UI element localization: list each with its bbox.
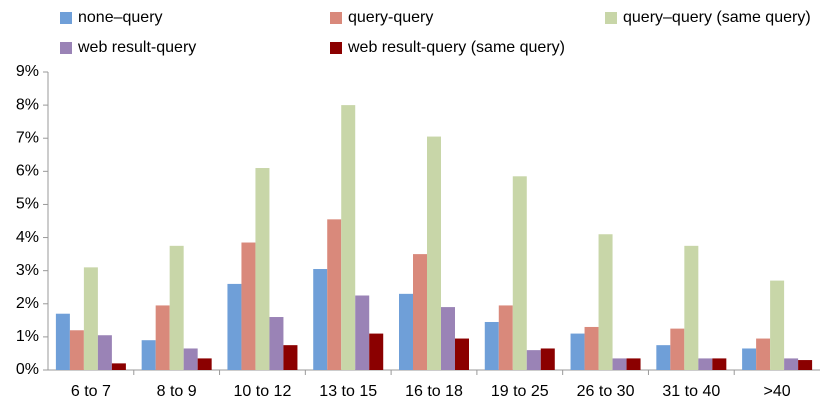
x-tick-label: 13 to 15 [319, 383, 377, 400]
legend-label: query-query [348, 9, 433, 26]
bar [83, 267, 98, 370]
bar [656, 345, 671, 370]
bar [670, 328, 685, 370]
bar [69, 330, 84, 370]
x-tick-label: 19 to 25 [491, 383, 549, 400]
legend-label: none–query [78, 9, 163, 26]
legend-label: query–query (same query) [623, 9, 811, 26]
y-tick-label: 3% [16, 262, 39, 279]
bar [712, 358, 727, 370]
bar [111, 363, 126, 370]
bar [155, 305, 170, 370]
bar [169, 245, 184, 370]
bar [598, 234, 613, 370]
bar [355, 295, 370, 370]
x-tick-label: 6 to 7 [71, 383, 111, 400]
y-tick-label: 7% [16, 129, 39, 146]
bar [255, 168, 270, 370]
y-tick-label: 6% [16, 163, 39, 180]
y-tick-label: 1% [16, 328, 39, 345]
x-tick-label: 10 to 12 [234, 383, 292, 400]
bar [441, 307, 455, 370]
bar [612, 358, 627, 370]
bar [413, 254, 427, 370]
bar [684, 245, 699, 370]
bar [784, 358, 799, 370]
bar [327, 219, 342, 370]
x-tick-label: 26 to 30 [577, 383, 635, 400]
bar [584, 326, 599, 370]
bar [770, 280, 785, 370]
bar [540, 348, 555, 370]
bar [197, 358, 212, 370]
bar [526, 350, 541, 370]
bar [141, 340, 156, 370]
bar [698, 358, 713, 370]
legend-swatch [60, 42, 72, 54]
bar [269, 317, 284, 370]
bar [227, 283, 242, 370]
legend-swatch [330, 12, 342, 24]
legend-label: web result-query (same query) [347, 39, 565, 56]
bar [241, 242, 256, 370]
bar [369, 333, 384, 370]
bar [512, 176, 527, 370]
x-tick-label: >40 [764, 383, 791, 400]
bar [798, 360, 813, 370]
x-tick-label: 8 to 9 [157, 383, 197, 400]
bar [427, 136, 441, 370]
bar [313, 269, 328, 370]
legend-swatch [330, 42, 342, 54]
bar [742, 348, 757, 370]
legend-swatch [60, 12, 72, 24]
bar [570, 333, 585, 370]
bar [484, 321, 499, 370]
bar [626, 358, 641, 370]
bar [183, 348, 198, 370]
bar [55, 313, 70, 370]
y-tick-label: 4% [16, 229, 39, 246]
legend-label: web result-query [77, 39, 196, 56]
x-tick-label: 16 to 18 [405, 383, 463, 400]
bar [97, 335, 112, 370]
y-tick-label: 8% [16, 96, 39, 113]
bar [283, 345, 298, 370]
y-tick-label: 0% [16, 361, 39, 378]
legend-swatch [605, 12, 617, 24]
bar [341, 105, 356, 370]
bar [455, 338, 469, 370]
bar [399, 293, 413, 370]
bar [498, 305, 513, 370]
x-tick-label: 31 to 40 [662, 383, 720, 400]
y-tick-label: 2% [16, 295, 39, 312]
bar [756, 338, 771, 370]
y-tick-label: 9% [16, 63, 39, 80]
y-tick-label: 5% [16, 196, 39, 213]
